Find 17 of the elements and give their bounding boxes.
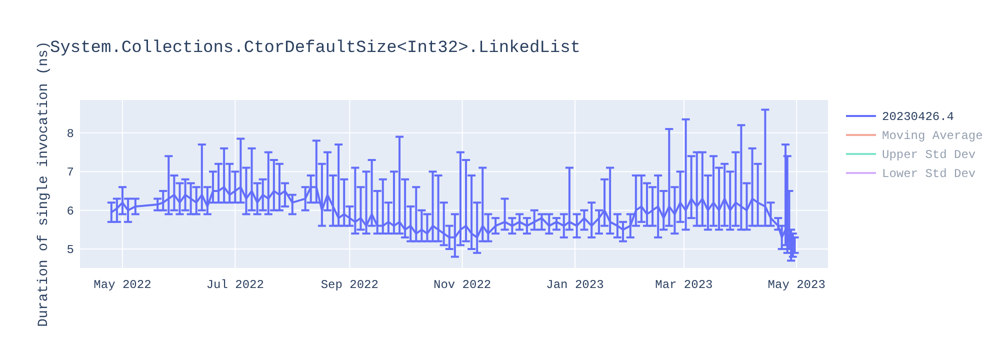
y-axis-title: Duration of single invocation (ns) xyxy=(36,41,52,327)
legend-label: Lower Std Dev xyxy=(882,167,976,181)
x-tick-label: May 2023 xyxy=(768,278,826,292)
y-tick-label: 7 xyxy=(66,166,74,180)
legend-label: Moving Average xyxy=(882,129,983,143)
chart-title: System.Collections.CtorDefaultSize<Int32>.LinkedList xyxy=(50,39,580,58)
legend-label: Upper Std Dev xyxy=(882,148,976,162)
y-tick-label: 5 xyxy=(66,243,74,258)
x-tick-label: Jul 2022 xyxy=(206,278,264,292)
x-tick-label: Sep 2022 xyxy=(320,278,378,292)
x-tick-label: Jan 2023 xyxy=(546,278,604,292)
y-tick-label: 6 xyxy=(66,204,74,218)
x-tick-label: Mar 2023 xyxy=(655,278,713,292)
x-tick-label: Nov 2022 xyxy=(434,278,492,292)
y-tick-label: 8 xyxy=(66,126,74,141)
legend-label: 20230426.4 xyxy=(882,110,954,124)
x-tick-label: May 2022 xyxy=(94,278,152,292)
